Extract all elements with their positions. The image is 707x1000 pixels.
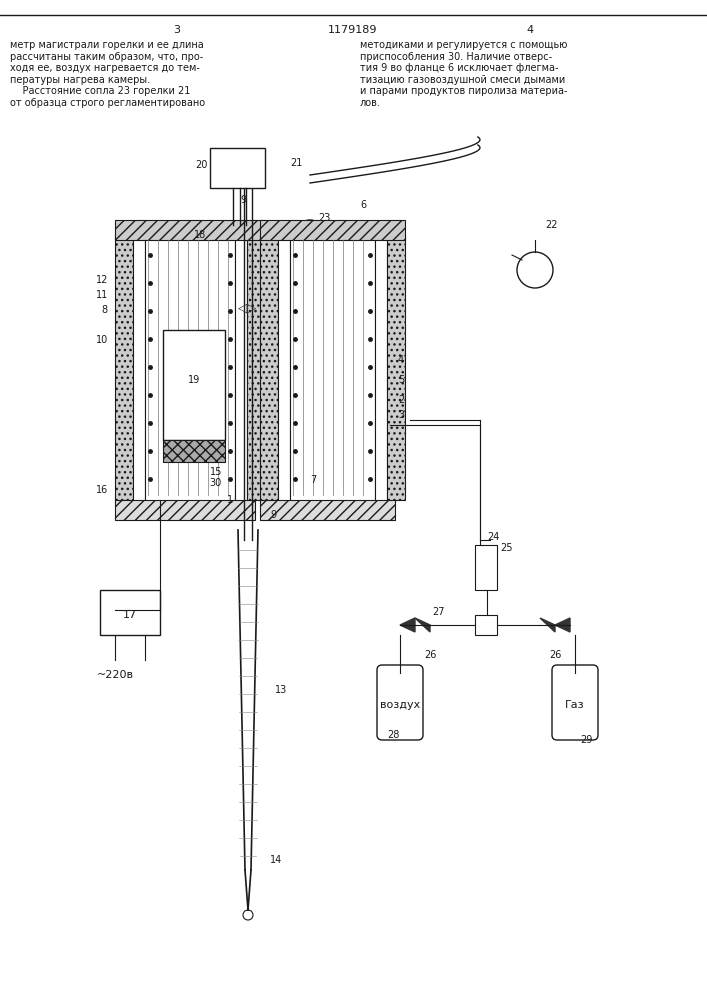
Bar	[115, 235, 133, 500]
Text: 1: 1	[227, 495, 233, 505]
Text: 12: 12	[95, 275, 108, 285]
Bar	[260, 495, 395, 520]
Text: 29: 29	[580, 735, 592, 745]
Bar	[115, 220, 265, 240]
Text: 11: 11	[95, 290, 108, 300]
Bar	[387, 235, 405, 500]
Text: 9: 9	[270, 510, 276, 520]
Text: 7: 7	[310, 475, 316, 485]
Text: 25: 25	[500, 543, 513, 553]
Bar	[375, 235, 387, 500]
Text: 30: 30	[210, 478, 222, 488]
Bar	[163, 330, 225, 440]
Bar	[100, 590, 160, 635]
Bar	[247, 235, 265, 500]
Text: 18: 18	[194, 230, 206, 240]
Bar	[278, 235, 290, 500]
Bar	[475, 545, 497, 590]
Text: 16: 16	[95, 485, 108, 495]
Text: 23: 23	[318, 213, 330, 223]
Ellipse shape	[301, 220, 319, 230]
Text: ◁▷: ◁▷	[238, 302, 257, 314]
Text: 8: 8	[102, 305, 108, 315]
Bar	[235, 235, 247, 500]
Text: 21: 21	[290, 158, 303, 168]
Text: 22: 22	[545, 220, 558, 230]
FancyBboxPatch shape	[377, 665, 423, 740]
FancyBboxPatch shape	[552, 665, 598, 740]
Text: ~220в: ~220в	[96, 670, 134, 680]
Text: Газ: Газ	[565, 700, 585, 710]
Bar	[145, 235, 235, 500]
Text: 13: 13	[275, 685, 287, 695]
Text: 10: 10	[95, 335, 108, 345]
Text: 9: 9	[240, 195, 246, 205]
Text: 2: 2	[398, 395, 404, 405]
Text: 5: 5	[398, 375, 404, 385]
Bar	[290, 235, 375, 500]
Text: метр магистрали горелки и ее длина
рассчитаны таким образом, что, про-
ходя ее, : метр магистрали горелки и ее длина рассч…	[10, 40, 205, 108]
Text: 19: 19	[188, 375, 200, 385]
Text: 4: 4	[398, 355, 404, 365]
Bar	[260, 235, 278, 500]
Text: 24: 24	[487, 532, 499, 542]
Text: 20: 20	[196, 160, 208, 170]
Bar	[260, 220, 405, 240]
Polygon shape	[540, 618, 555, 632]
Text: воздух: воздух	[380, 700, 420, 710]
Bar	[133, 235, 145, 500]
Text: 6: 6	[360, 200, 366, 210]
Bar	[115, 495, 255, 520]
Text: 15: 15	[209, 467, 222, 477]
Bar	[210, 148, 265, 188]
Text: 26: 26	[549, 650, 561, 660]
Bar	[163, 440, 225, 462]
Text: 28: 28	[387, 730, 400, 740]
Text: 3: 3	[398, 410, 404, 420]
Text: 4: 4	[527, 25, 534, 35]
Bar	[475, 615, 497, 635]
Text: 14: 14	[270, 855, 282, 865]
Polygon shape	[555, 618, 570, 632]
Text: 1179189: 1179189	[328, 25, 378, 35]
Text: 26: 26	[423, 650, 436, 660]
Text: 17: 17	[123, 610, 137, 620]
Text: методиками и регулируется с помощью
приспособления 30. Наличие отверс-
тия 9 во : методиками и регулируется с помощью прис…	[360, 40, 568, 108]
Text: 27: 27	[433, 607, 445, 617]
Polygon shape	[400, 618, 415, 632]
Polygon shape	[480, 548, 494, 575]
Text: 3: 3	[173, 25, 180, 35]
Polygon shape	[415, 618, 430, 632]
